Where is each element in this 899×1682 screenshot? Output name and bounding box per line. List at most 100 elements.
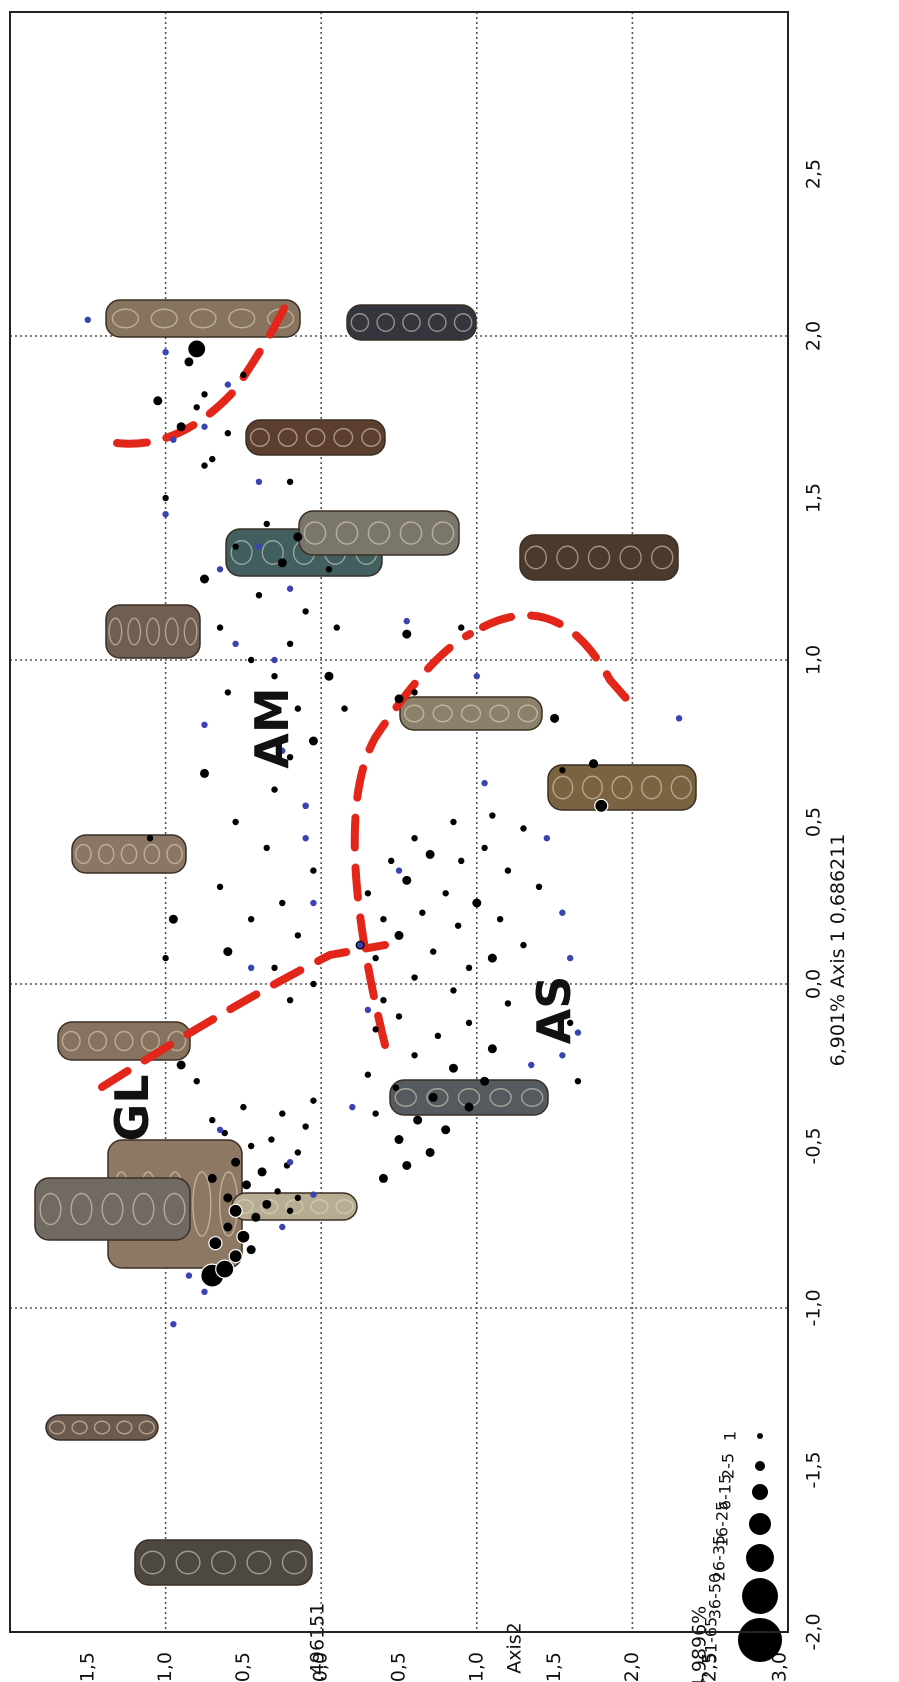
data-point [378, 1173, 388, 1183]
data-point [528, 1061, 535, 1069]
data-point [550, 713, 560, 723]
data-point [200, 768, 209, 778]
axis2-tick-label: 0,5 [232, 1652, 254, 1682]
data-point [294, 932, 302, 939]
data-point [472, 898, 482, 908]
strap-end-image [231, 1192, 358, 1221]
legend-label: 16-25 [713, 1501, 732, 1548]
data-point [279, 1110, 286, 1117]
data-point [364, 1071, 372, 1078]
data-point [325, 566, 333, 573]
strap-end-image [105, 299, 301, 338]
data-point [380, 916, 387, 923]
data-point [216, 624, 224, 631]
legend-swatch [755, 1461, 765, 1471]
strap-end-image [34, 1177, 191, 1241]
data-point [419, 909, 426, 916]
x-axis-label: 6,901% Axis 1 0,686211 [827, 834, 849, 1067]
strap-end-image [519, 534, 679, 581]
data-point [207, 1173, 217, 1183]
data-point [364, 890, 372, 897]
data-point [487, 1044, 497, 1054]
data-point [535, 883, 543, 890]
data-point [209, 1116, 216, 1124]
data-point [504, 1000, 512, 1007]
legend-swatch [738, 1618, 782, 1662]
data-point [251, 1212, 261, 1222]
data-point [441, 1125, 451, 1135]
data-point [675, 715, 683, 722]
axis2-tick-label: -3,0 [769, 1652, 791, 1682]
data-point [262, 1199, 272, 1209]
data-point [271, 786, 278, 793]
axis2-tick-label: -2,5 [699, 1652, 721, 1682]
data-point [310, 1191, 317, 1198]
axis1-tick-label: 1,5 [803, 483, 825, 513]
data-point [279, 1223, 286, 1231]
data-point [274, 1188, 281, 1195]
data-point [84, 316, 92, 323]
data-point [187, 339, 207, 359]
data-point [566, 954, 574, 962]
axis1-tick-label: 1,0 [803, 645, 825, 675]
data-point [333, 624, 340, 631]
data-point [240, 371, 247, 379]
y-axis-label-left: 0,496151 [307, 1603, 329, 1682]
data-point [481, 779, 488, 787]
strap-end-image [134, 1539, 313, 1586]
data-point [465, 964, 473, 971]
data-point [450, 987, 457, 994]
data-point [308, 736, 318, 746]
data-point [228, 1203, 243, 1218]
data-point [286, 1207, 294, 1215]
data-point [224, 689, 232, 696]
group-label-gl: GL [105, 1074, 159, 1141]
data-point [559, 1052, 566, 1059]
data-point [411, 835, 418, 842]
data-point [247, 964, 255, 971]
data-point [176, 1060, 186, 1070]
data-point [184, 357, 194, 367]
data-point [310, 1097, 317, 1104]
data-point [473, 673, 480, 680]
data-point [200, 574, 209, 584]
strap-end-image [389, 1079, 549, 1116]
data-point [223, 1193, 233, 1203]
axis1-tick-label: 2,0 [803, 321, 825, 351]
data-point [403, 617, 410, 625]
data-point [364, 1006, 372, 1014]
data-point [277, 558, 287, 568]
data-point [395, 1013, 403, 1020]
data-point [487, 953, 497, 963]
data-point [430, 948, 437, 955]
data-point [594, 798, 609, 813]
data-point [394, 930, 404, 940]
artifact-layer [34, 299, 697, 1586]
legend-swatch [757, 1433, 763, 1439]
data-point [310, 899, 317, 907]
data-point [255, 721, 263, 728]
tick-labels: -2,0 -1,5 -1,0 -0,5 0,0 0,5 1,0 1,5 2,0 2,5 1,5 1,0… [76, 159, 824, 1682]
axis2-tick-label: 1,5 [76, 1652, 98, 1682]
data-point [341, 705, 348, 712]
data-point [402, 629, 412, 639]
data-point [294, 705, 302, 712]
data-point [215, 1259, 235, 1279]
boundary-layer [98, 296, 636, 1091]
axis2-tick-label: 0,0 [310, 1652, 332, 1682]
data-point [413, 1115, 423, 1125]
legend-swatch [742, 1578, 778, 1614]
strap-end-image [547, 764, 697, 811]
data-point [294, 1194, 302, 1202]
legend-label: 6-15 [716, 1474, 735, 1510]
data-point [232, 640, 239, 647]
strap-end-image [45, 1414, 159, 1441]
data-point [504, 867, 512, 874]
data-point [574, 1078, 582, 1085]
data-point [310, 980, 317, 988]
axis1-tick-label: -0,5 [803, 1127, 825, 1164]
grid-layer [10, 12, 788, 1632]
data-point [153, 396, 163, 406]
data-point [465, 1019, 473, 1027]
